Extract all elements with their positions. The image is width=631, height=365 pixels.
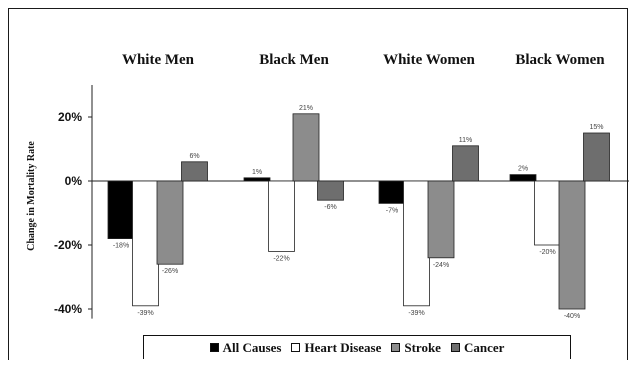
legend: All Causes Heart Disease Stroke Cancer <box>143 335 571 359</box>
legend-item: Heart Disease <box>291 340 381 356</box>
legend-swatch <box>209 343 219 352</box>
bar-cancer <box>452 145 479 182</box>
data-label: -24% <box>433 262 449 269</box>
data-label: -26% <box>162 268 178 275</box>
y-tick-label: -20% <box>54 238 82 252</box>
y-tick-label: -40% <box>54 302 82 316</box>
data-label: -40% <box>564 313 580 320</box>
legend-label: Stroke <box>404 339 441 355</box>
bar-all-causes <box>378 180 406 204</box>
legend-swatch <box>291 343 301 352</box>
y-tick-label: 20% <box>58 110 82 124</box>
bar-cancer <box>317 180 344 201</box>
legend-label: Cancer <box>463 339 505 355</box>
data-label: -39% <box>408 310 424 317</box>
data-label: 1% <box>252 169 262 176</box>
data-label: 21% <box>299 105 313 112</box>
bar-stroke <box>427 180 455 259</box>
bar-heart-disease <box>132 180 159 307</box>
data-label: -39% <box>137 310 153 317</box>
group-title: Black Women <box>515 52 605 68</box>
group-title: Black Men <box>259 52 329 68</box>
legend-item: Stroke <box>391 340 441 356</box>
legend-label: Heart Disease <box>304 339 382 355</box>
bar-cancer <box>583 132 610 182</box>
bar-cancer <box>181 161 208 182</box>
data-label: -20% <box>539 249 555 256</box>
data-label: 6% <box>189 153 199 160</box>
legend-item: Cancer <box>450 339 505 356</box>
data-label: -18% <box>113 243 129 250</box>
y-axis-label: Change in Mortality Rate <box>26 141 37 251</box>
data-label: 2% <box>518 166 528 173</box>
data-label: -6% <box>324 204 336 211</box>
legend-label: All Causes <box>222 339 282 355</box>
bar-heart-disease <box>268 180 295 252</box>
group-title: White Men <box>122 52 195 68</box>
bar-all-causes <box>243 177 271 182</box>
legend-item: All Causes <box>209 339 282 356</box>
data-label: 11% <box>459 137 473 144</box>
bar-all-causes <box>509 174 537 182</box>
group-title: White Women <box>383 52 475 68</box>
bar-all-causes <box>107 180 135 239</box>
y-tick-label: 0% <box>65 174 83 188</box>
data-label: 15% <box>589 124 603 131</box>
data-label: -7% <box>386 207 398 214</box>
bar-heart-disease <box>534 180 561 246</box>
bar-stroke <box>558 180 586 310</box>
data-label: -22% <box>273 255 289 262</box>
bar-stroke <box>292 113 320 182</box>
legend-swatch <box>391 343 401 352</box>
legend-swatch <box>450 343 460 352</box>
bar-heart-disease <box>403 180 430 307</box>
bar-stroke <box>156 180 184 265</box>
